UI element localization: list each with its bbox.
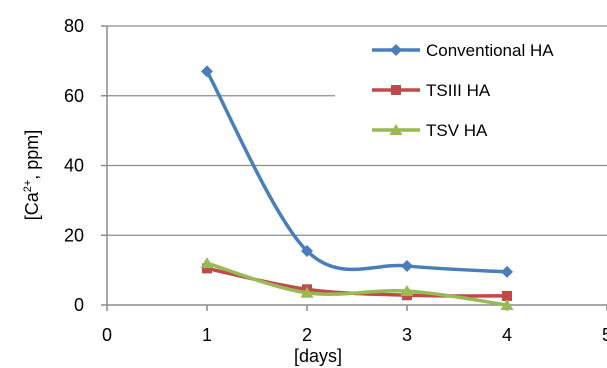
- x-tick-label-5: 5: [602, 325, 607, 345]
- y-tick-label-60: 60: [64, 86, 84, 106]
- x-tick-label-2: 2: [302, 325, 312, 345]
- series-0: [201, 65, 513, 278]
- data-point-0-2: [401, 259, 413, 272]
- y-tick-label-20: 20: [64, 225, 84, 245]
- series-lines: [200, 65, 514, 310]
- data-point-0-0: [201, 65, 213, 78]
- data-point-0-3: [501, 265, 513, 278]
- legend-label-2: TSV HA: [426, 121, 488, 140]
- legend-label-1: TSIII HA: [426, 81, 491, 100]
- y-axis-title-rest: , ppm]: [22, 130, 42, 180]
- y-axis-title: [Ca2+, ppm]: [22, 130, 42, 221]
- series-line-0: [205, 69, 509, 274]
- y-tick-label-80: 80: [64, 16, 84, 36]
- y-axis-title-superscript: 2+: [22, 180, 34, 193]
- data-point-2-0: [200, 257, 214, 269]
- series-line-2: [205, 261, 509, 307]
- legend-label-0: Conventional HA: [426, 41, 554, 60]
- y-tick-label-0: 0: [74, 295, 84, 315]
- legend: Conventional HA TSIII HA TSV HA: [372, 41, 554, 140]
- data-point-2-1: [300, 286, 314, 298]
- series-2: [200, 257, 514, 310]
- data-point-2-3: [500, 299, 514, 310]
- x-tick-label-4: 4: [502, 325, 512, 345]
- legend-marker-2: [389, 124, 403, 135]
- legend-marker-0: [390, 44, 402, 56]
- x-tick-label-3: 3: [402, 325, 412, 345]
- y-axis-title-main: [Ca: [22, 191, 42, 220]
- data-point-1-3: [502, 290, 512, 301]
- x-tick-label-0: 0: [102, 325, 112, 345]
- legend-marker-1: [391, 85, 401, 95]
- x-tick-label-1: 1: [202, 325, 212, 345]
- x-tick-labels: 0 1 2 3 4 5: [102, 325, 607, 345]
- y-tick-labels: 0 20 40 60 80: [64, 16, 84, 315]
- data-point-1-0: [202, 263, 212, 274]
- x-axis-title: [days]: [294, 346, 342, 366]
- axes: [101, 25, 607, 311]
- data-point-2-2: [400, 285, 414, 297]
- data-point-0-1: [301, 244, 313, 257]
- y-tick-label-40: 40: [64, 156, 84, 176]
